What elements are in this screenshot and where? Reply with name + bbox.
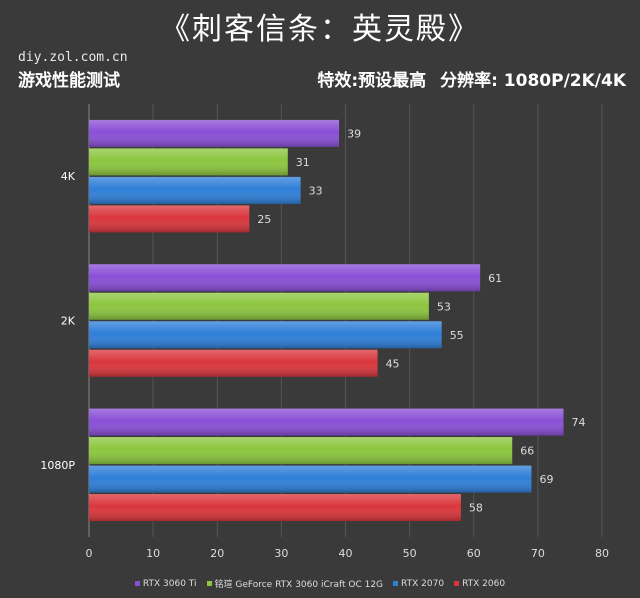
data-label: 31 [296,156,310,169]
grid-lines [88,104,603,537]
labels: 0 10 20 30 40 50 60 70 80 4K 39 31 33 25 2K 61 53 55 45 108… [40,127,609,560]
bar-shading [89,321,442,349]
bar-shading [89,349,378,377]
chart-legend: RTX 3060 Ti 铭瑄 GeForce RTX 3060 iCraft OC… [0,577,640,590]
legend-label: RTX 2070 [401,578,445,589]
x-tick-label: 30 [274,547,288,560]
x-tick-label: 80 [595,547,609,560]
bars [89,119,564,522]
x-tick-label: 40 [339,547,353,560]
x-tick-label: 10 [146,547,160,560]
data-label: 53 [437,300,451,313]
effects-setting: 特效:预设最高 [317,71,427,91]
legend-swatch [134,581,140,586]
legend-swatch [206,581,212,586]
x-tick-label: 50 [403,547,417,560]
data-label: 61 [488,272,502,285]
data-label: 69 [539,473,553,486]
data-label: 74 [572,416,586,429]
bar-shading [89,465,532,493]
bar-shading [89,292,429,320]
legend-item: RTX 2060 [454,577,505,590]
x-tick-label: 70 [531,547,545,560]
x-tick-label: 20 [210,547,224,560]
data-label: 25 [257,213,271,226]
data-label: 33 [309,184,323,197]
x-tick-label: 0 [86,547,93,560]
category-label: 2K [61,315,76,328]
bar-shading [89,408,564,436]
data-label: 58 [469,502,483,515]
category-label: 1080P [40,459,75,472]
bar-shading [89,176,301,204]
data-label: 45 [386,357,400,370]
chart-subtitle: 游戏性能测试 [18,71,120,91]
legend-item: RTX 3060 Ti [134,577,197,590]
legend-item: RTX 2070 [393,577,444,590]
legend-label: 铭瑄 GeForce RTX 3060 iCraft OC 12G [214,580,384,590]
x-tick-label: 60 [467,547,481,560]
site-url: diy.zol.com.cn [18,50,128,65]
legend-swatch [393,581,399,586]
legend-label: RTX 2060 [462,578,506,589]
bar-shading [89,148,288,176]
legend-label: RTX 3060 Ti [142,578,197,589]
test-settings: 特效:预设最高 分辨率: 1080P/2K/4K [309,66,626,91]
bar-shading [89,264,481,292]
data-label: 66 [520,445,534,458]
chart-title: 《刺客信条：英灵殿》 [160,12,480,47]
legend-item: 铭瑄 GeForce RTX 3060 iCraft OC 12G [206,577,384,590]
bar-shading [89,119,340,147]
bar-shading [89,437,513,465]
category-label: 4K [61,170,76,183]
bar-shading [89,205,250,233]
data-label: 55 [450,329,464,342]
bar-shading [89,494,461,522]
resolution-setting: 分辨率: 1080P/2K/4K [440,71,626,91]
legend-swatch [454,581,460,586]
data-label: 39 [347,127,361,140]
